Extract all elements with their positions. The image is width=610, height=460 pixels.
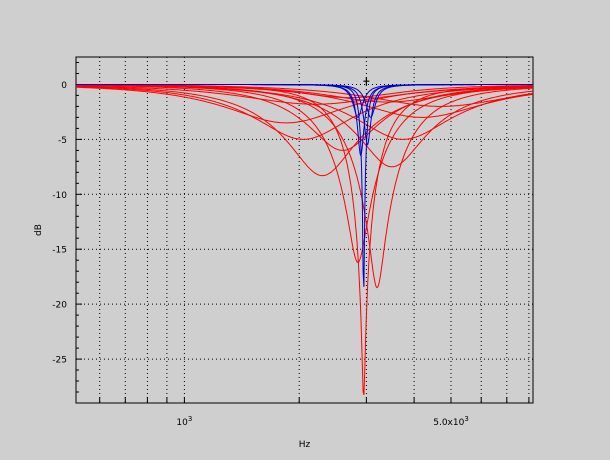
tick-label-x: 103 xyxy=(176,415,192,428)
tick-label-y: -5 xyxy=(58,136,67,146)
axis-labels: 0 -5 -10 -15 -20 -25 103 5.0x103 Hz dB xyxy=(34,81,469,450)
x-axis-label: Hz xyxy=(299,440,311,450)
red-curve xyxy=(76,84,533,103)
blue-curve xyxy=(76,84,533,119)
tick-label-y: -20 xyxy=(52,301,67,311)
red-curve xyxy=(76,84,533,151)
curves xyxy=(75,77,534,396)
red-curve xyxy=(75,86,533,140)
tick-label-y: -10 xyxy=(52,191,67,201)
tick-label-y: -15 xyxy=(52,246,67,256)
tick-label-y: -25 xyxy=(52,356,67,366)
center-marker xyxy=(363,77,370,86)
tick-label-y: 0 xyxy=(61,81,67,91)
plot-area xyxy=(75,56,534,404)
red-curve xyxy=(76,85,533,105)
axis-ticks xyxy=(76,62,530,403)
tick-label-x: 5.0x103 xyxy=(433,415,469,428)
y-axis-label: dB xyxy=(34,224,44,236)
grid xyxy=(76,57,533,403)
